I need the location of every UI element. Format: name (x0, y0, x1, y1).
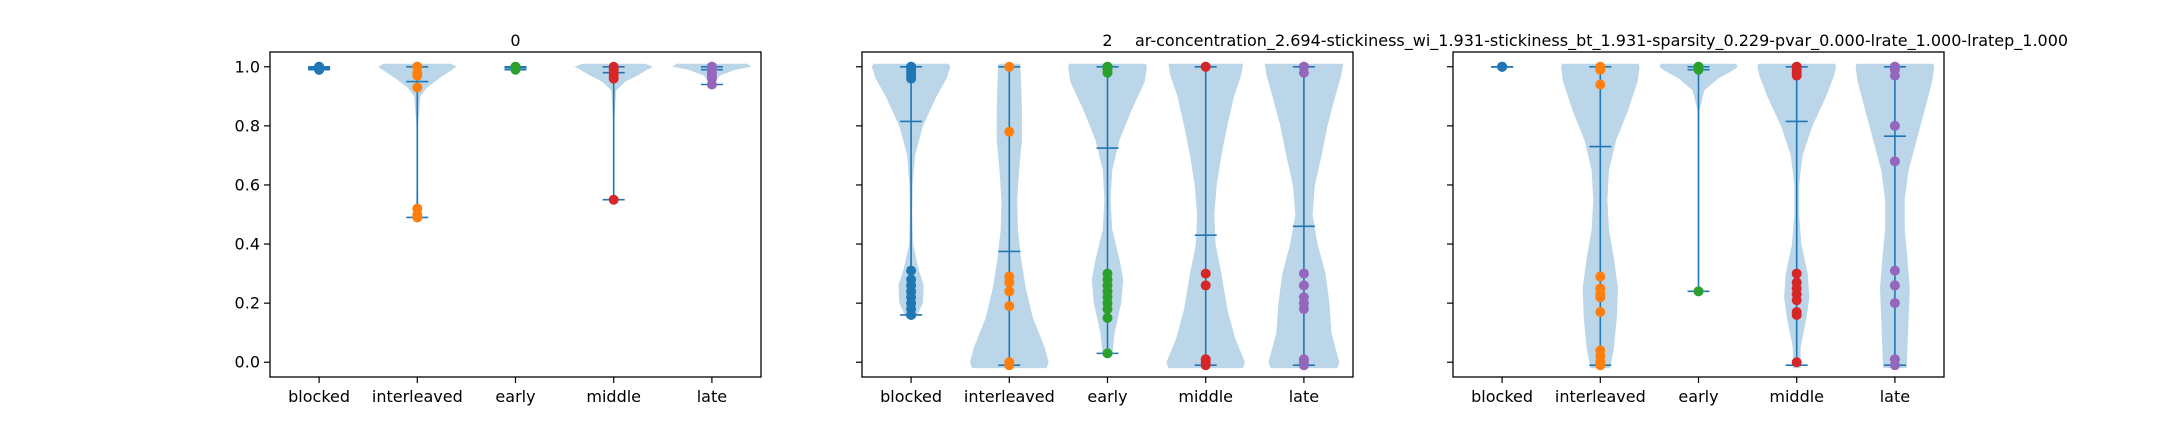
data-point (1889, 156, 1900, 167)
data-point (1889, 120, 1900, 131)
data-point (1102, 67, 1113, 78)
panel-title: 0 (510, 31, 520, 50)
data-point (1004, 61, 1015, 72)
x-tick-label: early (1087, 387, 1127, 406)
x-tick-label: blocked (1471, 387, 1533, 406)
data-point (1497, 61, 1508, 72)
x-tick-label: late (1880, 387, 1910, 406)
data-point (412, 70, 423, 81)
data-point (1889, 265, 1900, 276)
data-point (906, 309, 917, 320)
figure-suptitle: ar-concentration_2.694-stickiness_wi_1.9… (1135, 31, 2068, 51)
data-point (1298, 304, 1309, 315)
data-point (1004, 286, 1015, 297)
data-point (1595, 271, 1606, 282)
data-point (1004, 277, 1015, 288)
x-tick-label: early (1678, 387, 1718, 406)
data-point (1889, 298, 1900, 309)
data-point (1004, 301, 1015, 312)
chart-panel-2: blocked interleaved early middle late (1447, 51, 1945, 406)
data-point (1298, 280, 1309, 291)
data-point (1102, 312, 1113, 323)
data-point (1595, 307, 1606, 317)
data-point (1200, 280, 1211, 291)
data-point (1004, 360, 1015, 371)
data-point (1889, 280, 1900, 291)
data-point (1791, 357, 1802, 368)
data-point (412, 82, 423, 93)
panel-title: 2 (1102, 31, 1112, 50)
data-point (608, 194, 619, 205)
data-point (906, 73, 917, 84)
data-point (1791, 295, 1802, 306)
data-point (608, 73, 619, 84)
x-tick-label: blocked (288, 387, 350, 406)
x-tick-label: early (495, 387, 535, 406)
x-tick-label: middle (586, 387, 641, 406)
axes-frame (269, 51, 762, 378)
y-tick-label: 0.6 (235, 175, 260, 194)
data-point (1889, 70, 1900, 81)
x-tick-label: middle (1769, 387, 1824, 406)
data-point (1693, 286, 1704, 297)
data-point (1595, 360, 1606, 371)
data-point (906, 265, 917, 276)
chart-panel-1: 2 blocked interleaved early middle late (856, 31, 1354, 406)
data-point (1791, 70, 1802, 81)
y-tick-label: 0.2 (235, 294, 260, 313)
data-point (1102, 304, 1113, 315)
x-tick-label: interleaved (1555, 387, 1646, 406)
y-tick-label: 0.4 (235, 235, 260, 254)
data-point (510, 64, 521, 75)
y-tick-label: 0.8 (235, 116, 260, 135)
x-tick-label: late (1289, 387, 1319, 406)
data-point (1298, 360, 1309, 371)
data-point (706, 79, 717, 90)
x-tick-label: late (697, 387, 727, 406)
y-tick-label: 1.0 (235, 57, 260, 76)
data-point (1595, 64, 1606, 75)
data-point (1595, 292, 1606, 303)
data-point (314, 64, 325, 75)
data-point (1004, 126, 1015, 137)
x-tick-label: middle (1178, 387, 1233, 406)
data-point (1595, 79, 1606, 90)
data-point (412, 212, 423, 223)
data-point (1693, 64, 1704, 75)
data-point (1200, 360, 1211, 371)
data-point (1200, 61, 1211, 72)
data-point (1889, 360, 1900, 371)
panels: 0.0 0.2 0.4 0.6 0.8 1.0 0 blocked interleaved ear… (235, 31, 1945, 406)
y-tick-label: 0.0 (235, 353, 260, 372)
x-tick-label: interleaved (964, 387, 1055, 406)
data-point (1200, 268, 1211, 279)
data-point (1298, 268, 1309, 279)
data-point (1791, 309, 1802, 320)
x-tick-label: blocked (880, 387, 942, 406)
data-point (1298, 67, 1309, 78)
data-point (1102, 348, 1113, 359)
chart-panel-0: 0.0 0.2 0.4 0.6 0.8 1.0 0 blocked interleaved ear… (235, 31, 762, 406)
data-point (1791, 268, 1802, 279)
x-tick-label: interleaved (372, 387, 463, 406)
